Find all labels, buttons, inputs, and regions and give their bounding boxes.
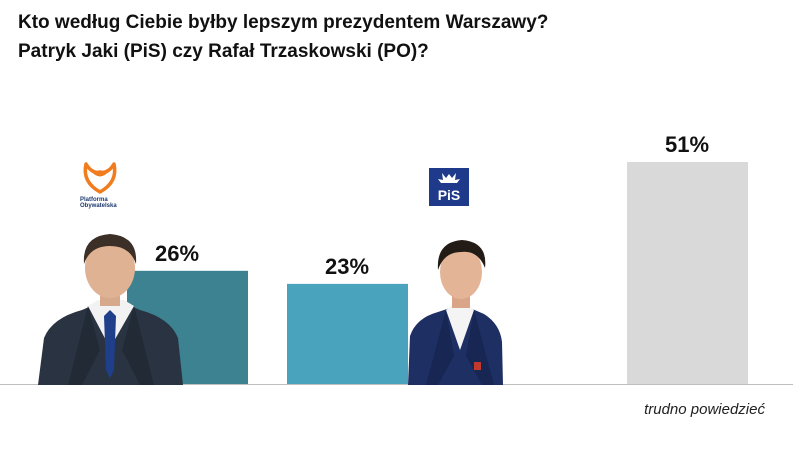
bar-1-value-label: 26% bbox=[155, 241, 199, 266]
pis-logo-text: PiS bbox=[438, 187, 461, 203]
jaki-photo bbox=[408, 240, 503, 385]
pis-logo: PiS bbox=[429, 168, 469, 206]
bar-2-value-label: 23% bbox=[325, 254, 369, 279]
trzaskowski-photo bbox=[38, 234, 183, 385]
bar-3-value-label: 51% bbox=[665, 132, 709, 157]
po-logo-text-1: Platforma bbox=[80, 197, 108, 203]
bar-2 bbox=[287, 283, 408, 384]
chart-title: Kto według Ciebie byłby lepszym prezyden… bbox=[18, 8, 548, 66]
po-logo-text-2: Obywatelska bbox=[80, 203, 117, 209]
po-logo: Platforma Obywatelska bbox=[80, 162, 117, 209]
category-label-3: trudno powiedzieć bbox=[644, 401, 765, 418]
bar-3 bbox=[627, 162, 748, 384]
title-line-1: Kto według Ciebie byłby lepszym prezyden… bbox=[18, 12, 549, 33]
title-line-2: Patryk Jaki (PiS) czy Rafał Trzaskowski … bbox=[18, 41, 429, 62]
